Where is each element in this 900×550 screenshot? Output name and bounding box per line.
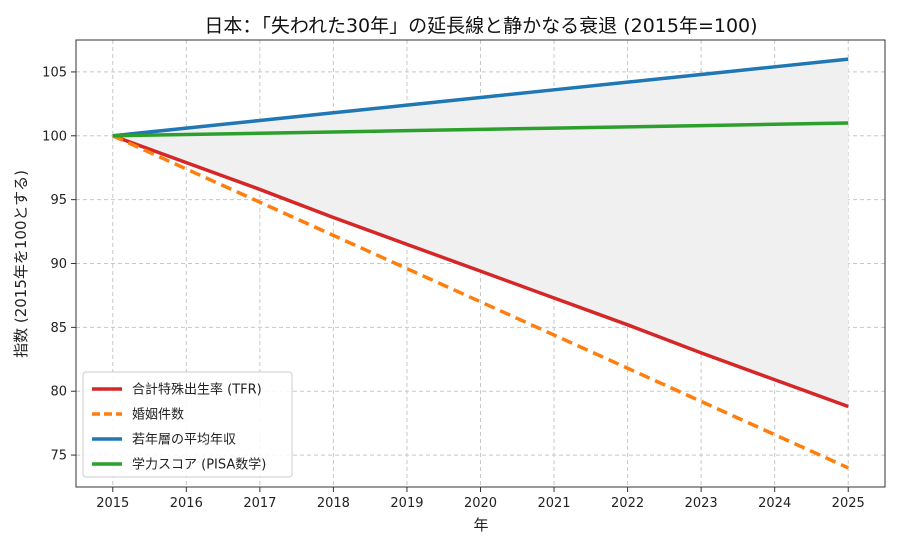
legend-label-2: 婚姻件数 — [132, 408, 184, 423]
x-tick-label: 2024 — [758, 496, 791, 511]
x-tick-label: 2023 — [685, 496, 718, 511]
legend-box — [82, 371, 293, 478]
legend-label-1: 合計特殊出生率 (TFR) — [132, 382, 262, 398]
y-axis-title: 指数 (2015年を100とする) — [12, 170, 30, 358]
chart-title: 日本：「失われた30年」の延長線と静かなる衰退 (2015年=100) — [204, 15, 757, 37]
x-tick-label: 2015 — [96, 496, 129, 511]
y-tick-label: 80 — [50, 385, 67, 400]
y-tick-label: 105 — [42, 65, 67, 80]
y-tick-label: 85 — [50, 321, 67, 336]
x-tick-label: 2016 — [170, 496, 203, 511]
x-tick-label: 2018 — [317, 496, 350, 511]
x-axis-ticks: 2015 2016 2017 2018 2019 2020 2021 2022 2023 2024… — [96, 487, 865, 511]
y-axis-ticks: 75 80 85 90 95 100 105 — [42, 65, 76, 464]
x-tick-label: 2017 — [243, 496, 276, 511]
x-tick-label: 2021 — [537, 496, 570, 511]
shaded-gap-area — [112, 59, 849, 407]
y-tick-label: 100 — [42, 129, 67, 144]
x-tick-label: 2022 — [611, 496, 644, 511]
series-lines — [112, 57, 849, 470]
legend-label-4: 学力スコア (PISA数学) — [132, 457, 266, 473]
x-axis-title: 年 — [473, 516, 488, 534]
legend-label-3: 若年層の平均年収 — [132, 432, 236, 448]
series-line-4 — [112, 121, 849, 138]
x-tick-label: 2025 — [832, 496, 865, 511]
y-tick-label: 95 — [50, 193, 67, 208]
series-line-3 — [112, 57, 849, 138]
series-line-1 — [112, 134, 849, 409]
series-line-2 — [112, 134, 849, 470]
x-tick-label: 2020 — [464, 496, 497, 511]
y-tick-label: 90 — [50, 257, 67, 272]
x-tick-label: 2019 — [390, 496, 423, 511]
y-tick-label: 75 — [50, 449, 67, 464]
